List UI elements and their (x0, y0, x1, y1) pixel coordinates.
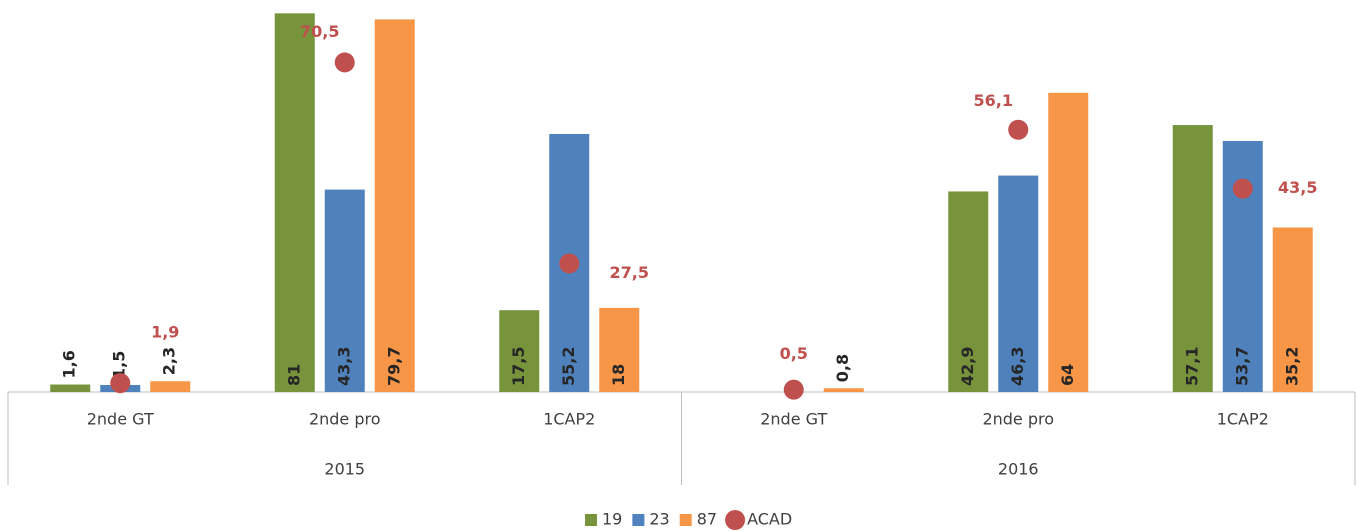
acad-point (559, 253, 580, 274)
bar (150, 381, 191, 392)
group-label: 2015 (324, 460, 365, 479)
bar (274, 13, 315, 393)
legend-label: 87 (697, 510, 717, 529)
bar-label: 2,3 (160, 347, 179, 375)
bar (324, 189, 365, 392)
bar (823, 388, 864, 392)
bar (998, 175, 1039, 392)
bar-label: 1,6 (60, 350, 79, 378)
bar-label: 1,5 (110, 351, 129, 379)
legend-swatch (585, 514, 597, 526)
acad-label: 56,1 (974, 91, 1013, 110)
bar-label: 18 (609, 364, 628, 386)
bar (1172, 125, 1213, 392)
bar (948, 191, 989, 392)
legend-marker (725, 510, 746, 530)
acad-label: 70,5 (300, 22, 339, 41)
x-tick-label: 2nde GT (760, 410, 827, 429)
bar-label: 46,3 (1008, 347, 1027, 386)
bar (499, 310, 540, 392)
bar-label: 43,3 (334, 347, 353, 386)
bar-label: 17,5 (509, 347, 528, 386)
acad-point (110, 373, 131, 394)
bar-label: 0,8 (833, 354, 852, 382)
bar-label: 42,9 (958, 347, 977, 386)
bar-label: 64 (1058, 364, 1077, 386)
bar-label: 57,1 (1182, 347, 1201, 386)
acad-label: 0,5 (780, 344, 808, 363)
bar-label: 35,2 (1282, 347, 1301, 386)
x-tick-label: 2nde pro (309, 410, 381, 429)
bar-label: 55,2 (559, 347, 578, 386)
acad-label: 27,5 (610, 263, 649, 282)
x-tick-label: 1CAP2 (1217, 410, 1269, 429)
bar-label: 81 (284, 364, 303, 386)
acad-label: 1,9 (151, 323, 179, 342)
bar-label: 79,7 (384, 347, 403, 386)
legend-label: 19 (602, 510, 622, 529)
acad-label: 43,5 (1278, 178, 1317, 197)
bar (50, 384, 91, 392)
legend-swatch (632, 514, 645, 526)
bar-label: 53,7 (1232, 347, 1251, 386)
bar (374, 19, 415, 392)
bar (1048, 92, 1089, 392)
group-label: 2016 (998, 460, 1039, 479)
x-tick-label: 2nde GT (87, 410, 154, 429)
legend-label: 23 (649, 510, 669, 529)
bar (599, 307, 640, 392)
acad-point (1008, 119, 1029, 140)
x-tick-label: 2nde pro (982, 410, 1054, 429)
acad-point (1232, 178, 1253, 199)
legend-label: ACAD (747, 510, 792, 529)
acad-point (783, 379, 804, 400)
legend-swatch (679, 514, 692, 526)
x-tick-label: 1CAP2 (543, 410, 595, 429)
bar (1272, 227, 1313, 392)
acad-point (334, 52, 355, 73)
